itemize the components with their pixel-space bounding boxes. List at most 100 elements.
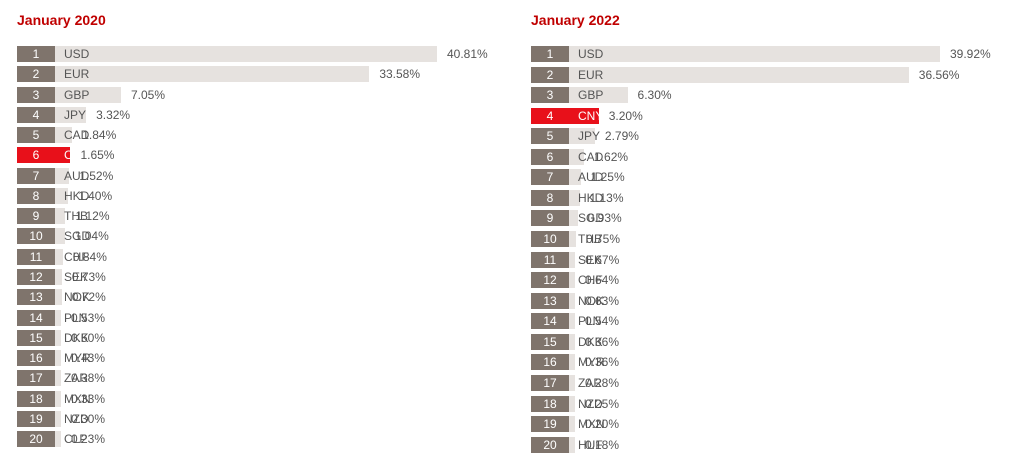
currency-label: CNY: [578, 108, 604, 123]
value-label: 0.67%: [585, 252, 620, 267]
value-label: 39.92%: [950, 47, 991, 61]
bar-sek: [569, 251, 576, 268]
currency-label: CAD: [578, 149, 604, 164]
value-label: 0.28%: [585, 375, 620, 390]
bar-zar: [55, 370, 61, 387]
bar-usd: [569, 46, 940, 62]
rank-label: 1: [531, 46, 569, 62]
bar-nok: [55, 289, 62, 306]
value-label: 1.13%: [589, 190, 624, 205]
rank-label: 18: [531, 395, 569, 412]
rank-label: 14: [531, 313, 569, 330]
bar-hkd: [55, 187, 69, 204]
value-label: 0.20%: [585, 417, 620, 432]
currency-label: CAD: [64, 128, 90, 143]
rank-label: 11: [531, 251, 569, 268]
currency-label: SEK: [64, 269, 89, 284]
rank-label: 7: [531, 169, 569, 186]
value-label: 1.40%: [78, 188, 113, 203]
bar-zar: [569, 374, 575, 391]
rank-label: 11: [17, 248, 55, 265]
value-label: 1.84%: [82, 128, 117, 143]
value-label: 0.53%: [71, 310, 106, 325]
bar-nzd: [55, 410, 61, 427]
value-label: 1.65%: [80, 148, 115, 163]
value-label: 7.05%: [130, 87, 166, 102]
value-label: 0.63%: [585, 293, 620, 308]
bar-thb: [55, 208, 66, 225]
bar-aud: [55, 167, 70, 184]
bar-pln: [55, 309, 61, 326]
rank-label: 20: [17, 431, 55, 448]
currency-label: DKK: [64, 330, 89, 345]
bar-huf: [569, 436, 575, 453]
bar-gbp: [569, 87, 628, 104]
rank-label: 8: [17, 187, 55, 204]
rank-label: 10: [531, 231, 569, 248]
rank-label: 7: [17, 167, 55, 184]
rank-label: 18: [17, 390, 55, 407]
bar-myr: [569, 354, 575, 371]
bar-cny: [55, 147, 71, 164]
bar-mxn: [55, 390, 61, 407]
value-label: 0.75%: [585, 232, 620, 247]
rank-label: 12: [17, 268, 55, 285]
rank-label: 13: [17, 289, 55, 306]
currency-label: ZAR: [578, 375, 602, 390]
value-label: 36.56%: [918, 67, 960, 82]
rank-label: 2: [17, 66, 55, 83]
currency-label: CHF: [578, 273, 603, 288]
bar-thb: [569, 231, 576, 248]
bar-cad: [569, 148, 585, 165]
rank-label: 15: [17, 329, 55, 346]
currency-label: PLN: [578, 314, 602, 329]
currency-label: PLN: [64, 310, 88, 325]
rank-label: 17: [531, 374, 569, 391]
bar-eur: [569, 66, 909, 83]
value-label: 6.30%: [637, 88, 672, 103]
rank-label: 3: [17, 86, 55, 103]
rank-label: 17: [17, 370, 55, 387]
value-label: 0.72%: [71, 290, 106, 305]
bar-jpy: [55, 106, 87, 123]
rank-label: 10: [17, 228, 55, 245]
value-label: 0.18%: [585, 437, 620, 452]
rank-label: 13: [531, 292, 569, 309]
bar-usd: [55, 46, 437, 62]
rank-label: 20: [531, 436, 569, 453]
value-label: 3.32%: [96, 107, 131, 122]
value-label: 0.73%: [71, 269, 106, 284]
currency-label: HKD: [578, 190, 604, 205]
rank-label: 6: [17, 147, 55, 164]
currency-label: MYR: [578, 355, 605, 370]
currency-label: CHF: [64, 249, 89, 264]
value-label: 1.04%: [74, 229, 109, 244]
chart-title: January 2020: [17, 12, 106, 28]
bar-cad: [55, 127, 73, 144]
currency-label: GBP: [64, 87, 90, 102]
rank-label: 19: [531, 416, 569, 433]
rank-label: 4: [17, 106, 55, 123]
bar-hkd: [569, 189, 580, 206]
currency-label: AUD: [578, 170, 604, 185]
currency-label: HUF: [578, 437, 603, 452]
currency-label: USD: [578, 47, 604, 61]
bar-sgd: [55, 228, 65, 245]
value-label: 1.25%: [590, 170, 625, 185]
bar-nok: [569, 292, 575, 309]
currency-label: SEK: [578, 252, 603, 267]
rank-label: 16: [17, 350, 55, 367]
bar-myr: [55, 350, 61, 367]
rank-label: 4: [531, 107, 569, 124]
rank-label: 6: [531, 148, 569, 165]
value-label: 0.38%: [71, 371, 106, 386]
currency-label: THB: [578, 232, 602, 247]
currency-label: NZD: [578, 396, 603, 411]
value-label: 0.25%: [585, 396, 620, 411]
bar-chf: [55, 248, 63, 265]
currency-label: NOK: [578, 293, 605, 308]
value-label: 0.54%: [585, 314, 620, 329]
rank-label: 1: [17, 46, 55, 62]
bar-pln: [569, 313, 575, 330]
value-label: 0.93%: [587, 211, 622, 226]
